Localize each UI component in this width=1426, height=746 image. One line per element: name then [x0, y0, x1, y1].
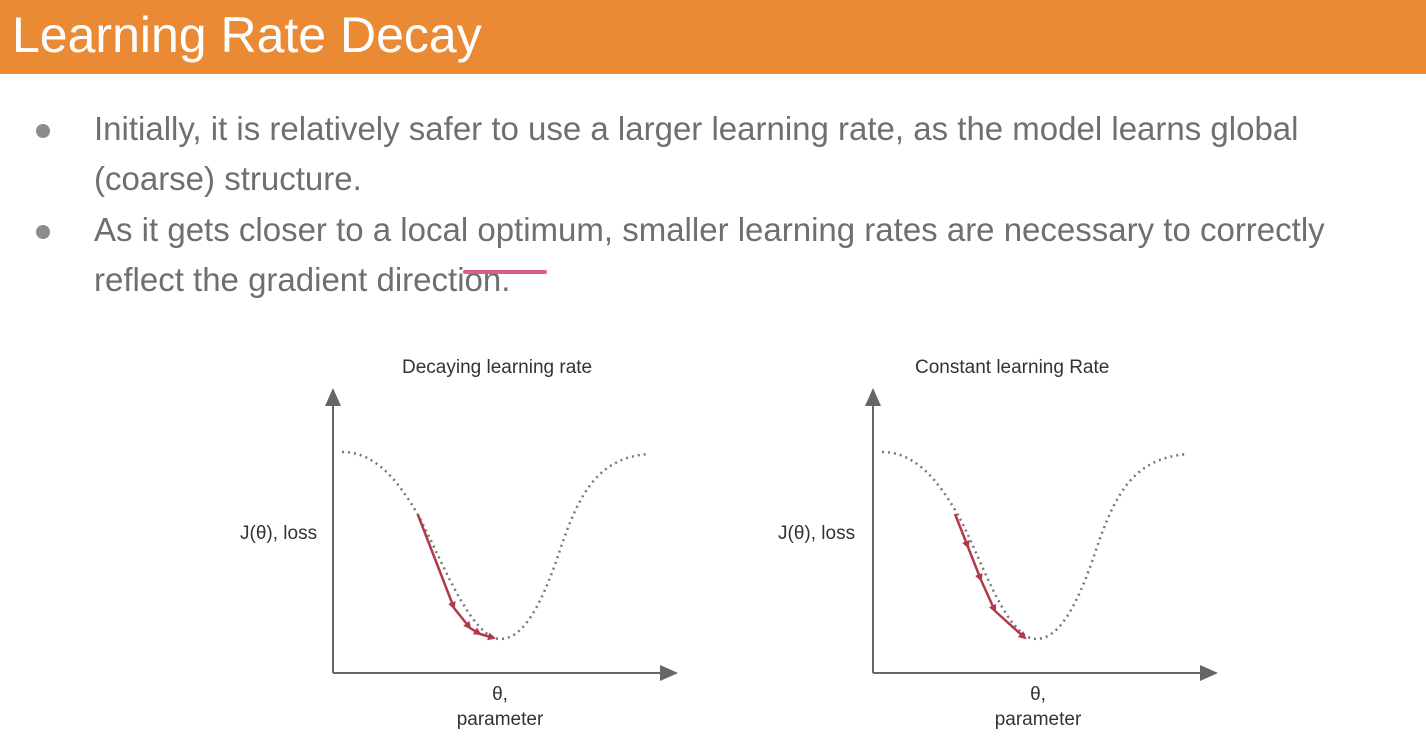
step-arrow — [953, 513, 970, 549]
x-axis-label-symbol: θ, — [1030, 684, 1046, 705]
bullet-text: As it gets closer to a local optimum, sm… — [94, 211, 1325, 298]
diagram-decaying: Decaying learning rate J(θ), loss θ, par… — [230, 340, 700, 740]
title-bar: Learning Rate Decay — [0, 0, 1426, 74]
x-axis-label-text: parameter — [456, 709, 544, 730]
step-arrow — [469, 626, 482, 636]
step-arrow — [453, 607, 472, 630]
diagram-title: Constant learning Rate — [915, 357, 1110, 378]
bullet-dot-icon — [36, 225, 50, 239]
step-arrow — [479, 632, 496, 641]
bullet-dot-icon — [36, 124, 50, 138]
diagram-title: Decaying learning rate — [402, 357, 593, 378]
diagram-graphic — [865, 388, 1218, 681]
step-arrow — [966, 546, 983, 582]
y-axis-label: J(θ), loss — [778, 523, 856, 544]
x-axis-label-text: parameter — [994, 709, 1082, 730]
diagram-constant: Constant learning Rate J(θ), loss θ, par… — [768, 340, 1238, 740]
step-arrow — [979, 579, 997, 613]
diagram-graphic — [325, 388, 678, 681]
pen-annotation-mark — [463, 270, 547, 274]
bullet-text: Initially, it is relatively safer to use… — [94, 110, 1299, 197]
y-axis-label: J(θ), loss — [240, 523, 318, 544]
step-arrow — [994, 610, 1027, 640]
loss-curve — [881, 450, 1189, 641]
loss-curve — [341, 450, 649, 641]
x-axis-label-symbol: θ, — [492, 684, 508, 705]
slide-title: Learning Rate Decay — [12, 7, 482, 63]
step-arrow — [416, 514, 456, 610]
